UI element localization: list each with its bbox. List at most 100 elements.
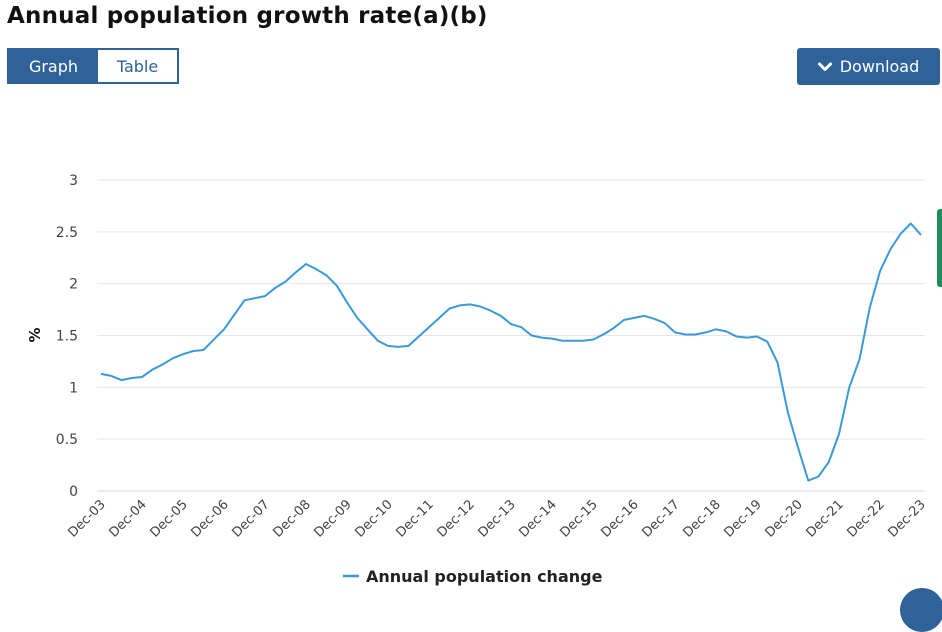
data-point[interactable]: [343, 298, 351, 306]
data-point[interactable]: [743, 334, 751, 342]
data-point[interactable]: [405, 342, 413, 350]
data-point[interactable]: [733, 333, 741, 341]
data-point[interactable]: [128, 374, 136, 382]
data-point[interactable]: [364, 325, 372, 333]
data-point[interactable]: [384, 342, 392, 350]
x-tick-label: Dec-09: [311, 497, 354, 540]
data-point[interactable]: [497, 312, 505, 320]
data-point[interactable]: [261, 292, 269, 300]
series-line[interactable]: [100, 222, 922, 482]
data-point[interactable]: [425, 323, 433, 331]
line-chart: 0 0.5 1 1.5 2 2.5 3 % Dec-03Dec-04Dec-05Dec-06…: [26, 173, 929, 586]
data-point[interactable]: [671, 328, 679, 336]
data-point[interactable]: [148, 366, 156, 374]
data-point[interactable]: [189, 347, 197, 355]
data-point[interactable]: [681, 331, 689, 339]
data-point[interactable]: [230, 311, 238, 319]
data-point[interactable]: [661, 319, 669, 327]
data-point[interactable]: [579, 337, 587, 345]
data-point[interactable]: [702, 328, 710, 336]
data-point[interactable]: [712, 325, 720, 333]
data-point[interactable]: [620, 316, 628, 324]
data-point[interactable]: [804, 477, 812, 485]
data-point[interactable]: [302, 260, 310, 268]
data-point[interactable]: [866, 304, 874, 312]
data-point[interactable]: [763, 338, 771, 346]
data-point[interactable]: [845, 383, 853, 391]
x-tick-label: Dec-13: [475, 497, 518, 540]
x-tick-label: Dec-10: [352, 497, 395, 540]
data-point[interactable]: [446, 305, 454, 313]
data-point[interactable]: [774, 359, 782, 367]
legend[interactable]: Annual population change: [343, 567, 603, 586]
data-point[interactable]: [169, 354, 177, 362]
data-point[interactable]: [210, 336, 218, 344]
tab-table[interactable]: Table: [98, 50, 177, 82]
download-label: Download: [839, 57, 920, 76]
data-point[interactable]: [722, 327, 730, 335]
x-tick-label: Dec-17: [639, 497, 682, 540]
data-point[interactable]: [466, 300, 474, 308]
data-point[interactable]: [200, 346, 208, 354]
data-point[interactable]: [435, 314, 443, 322]
data-point[interactable]: [569, 337, 577, 345]
data-point[interactable]: [118, 376, 126, 384]
feedback-side-tab[interactable]: [937, 209, 942, 287]
y-tick-label: 2.5: [56, 225, 78, 241]
data-point[interactable]: [374, 337, 382, 345]
data-point[interactable]: [794, 444, 802, 452]
data-point[interactable]: [476, 303, 484, 311]
x-tick-label: Dec-23: [885, 497, 928, 540]
data-point[interactable]: [415, 333, 423, 341]
data-point[interactable]: [548, 335, 556, 343]
data-point[interactable]: [907, 220, 915, 228]
x-tick-label: Dec-06: [188, 497, 231, 540]
data-point[interactable]: [640, 312, 648, 320]
data-point[interactable]: [589, 336, 597, 344]
data-point[interactable]: [138, 373, 146, 381]
data-point[interactable]: [487, 307, 495, 315]
data-point[interactable]: [876, 267, 884, 275]
data-point[interactable]: [528, 332, 536, 340]
data-point[interactable]: [599, 331, 607, 339]
data-point[interactable]: [651, 315, 659, 323]
data-point[interactable]: [323, 271, 331, 279]
data-point[interactable]: [97, 370, 105, 378]
data-point[interactable]: [179, 350, 187, 358]
data-point[interactable]: [292, 268, 300, 276]
data-point[interactable]: [835, 430, 843, 438]
data-point[interactable]: [630, 314, 638, 322]
data-point[interactable]: [456, 301, 464, 309]
data-point[interactable]: [825, 458, 833, 466]
data-point[interactable]: [610, 324, 618, 332]
series-annual-population-change[interactable]: [97, 220, 925, 485]
data-point[interactable]: [538, 334, 546, 342]
data-point[interactable]: [856, 355, 864, 363]
tab-graph[interactable]: Graph: [9, 50, 98, 82]
data-point[interactable]: [507, 320, 515, 328]
data-point[interactable]: [241, 296, 249, 304]
data-point[interactable]: [251, 294, 259, 302]
data-point[interactable]: [333, 282, 341, 290]
x-tick-label: Dec-20: [762, 497, 805, 540]
data-point[interactable]: [886, 246, 894, 254]
data-point[interactable]: [271, 284, 279, 292]
data-point[interactable]: [107, 372, 115, 380]
data-point[interactable]: [282, 278, 290, 286]
data-point[interactable]: [815, 473, 823, 481]
data-point[interactable]: [917, 231, 925, 239]
data-point[interactable]: [159, 361, 167, 369]
data-point[interactable]: [353, 314, 361, 322]
data-point[interactable]: [517, 323, 525, 331]
data-point[interactable]: [692, 331, 700, 339]
y-axis-ticks: 0 0.5 1 1.5 2 2.5 3: [56, 173, 78, 500]
data-point[interactable]: [784, 408, 792, 416]
download-button[interactable]: Download: [797, 48, 940, 85]
data-point[interactable]: [312, 265, 320, 273]
data-point[interactable]: [753, 333, 761, 341]
y-tick-label: 0: [69, 484, 78, 500]
data-point[interactable]: [558, 337, 566, 345]
data-point[interactable]: [897, 230, 905, 238]
data-point[interactable]: [394, 343, 402, 351]
data-point[interactable]: [220, 325, 228, 333]
